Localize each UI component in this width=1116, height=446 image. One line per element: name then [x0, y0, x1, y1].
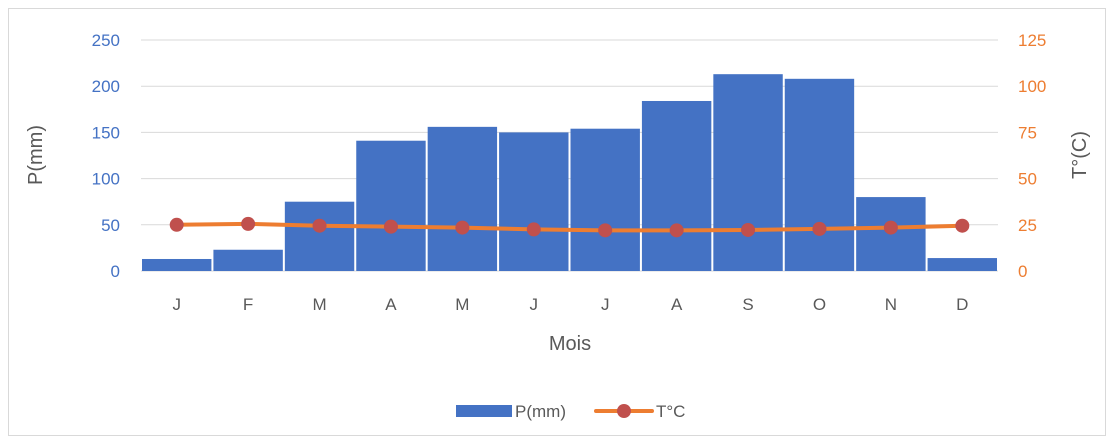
legend: P(mm) T°C	[456, 402, 685, 421]
temperature-point-4	[383, 219, 398, 234]
y-tick-label: 150	[92, 123, 120, 142]
x-tick-label: M	[312, 295, 326, 314]
x-tick-label: O	[813, 295, 826, 314]
temperature-point-5	[455, 220, 470, 235]
x-tick-label: D	[956, 295, 968, 314]
y2-tick-label: 25	[1018, 216, 1037, 235]
y-tick-label: 50	[101, 216, 120, 235]
y-tick-label: 100	[92, 170, 120, 189]
bar-3	[284, 201, 355, 271]
temperature-point-3	[312, 218, 327, 233]
x-axis-title: Mois	[549, 333, 591, 355]
left-axis-ticks: 0 50 100 150 200 250	[92, 31, 120, 281]
bar-8	[641, 100, 712, 271]
bar-5	[427, 126, 498, 271]
y-tick-label: 250	[92, 31, 120, 50]
temperature-point-8	[669, 223, 684, 238]
x-tick-label: A	[671, 295, 683, 314]
y-axis-title: P(mm)	[25, 125, 47, 185]
right-axis-ticks: 0 25 50 75 100 125	[1018, 31, 1046, 281]
bar-9	[713, 74, 783, 271]
y2-tick-label: 100	[1018, 77, 1046, 96]
temperature-point-10	[812, 221, 827, 236]
line-series	[169, 216, 970, 238]
y2-tick-label: 50	[1018, 170, 1037, 189]
legend-label-temperature: T°C	[656, 402, 685, 421]
temperature-point-9	[741, 222, 756, 237]
x-tick-label: J	[530, 295, 539, 314]
temperature-point-7	[598, 223, 613, 238]
temperature-point-2	[241, 216, 256, 231]
bar-4	[356, 140, 426, 271]
x-tick-label: F	[243, 295, 253, 314]
bar-12	[927, 258, 997, 271]
temperature-point-1	[169, 217, 184, 232]
bar-7	[570, 128, 640, 271]
temperature-point-12	[955, 218, 970, 233]
legend-label-precipitation: P(mm)	[515, 402, 566, 421]
bar-10	[784, 78, 855, 271]
legend-swatch-temperature-marker	[617, 404, 631, 418]
x-tick-label: N	[885, 295, 897, 314]
y2-axis-title: T°(C)	[1069, 131, 1091, 179]
bar-1	[142, 258, 212, 271]
x-tick-label: A	[385, 295, 397, 314]
bar-2	[213, 249, 283, 271]
y-tick-label: 200	[92, 77, 120, 96]
x-tick-label: J	[172, 295, 181, 314]
bar-series	[142, 74, 997, 271]
x-tick-label: S	[742, 295, 753, 314]
y2-tick-label: 75	[1018, 123, 1037, 142]
temperature-point-11	[883, 220, 898, 235]
temperature-point-6	[526, 222, 541, 237]
y2-tick-label: 0	[1018, 262, 1027, 281]
temperature-line	[174, 221, 965, 233]
legend-swatch-precipitation	[456, 405, 512, 417]
y-tick-label: 0	[111, 262, 120, 281]
x-tick-label: J	[601, 295, 610, 314]
x-tick-label: M	[455, 295, 469, 314]
y2-tick-label: 125	[1018, 31, 1046, 50]
bar-6	[499, 132, 569, 271]
